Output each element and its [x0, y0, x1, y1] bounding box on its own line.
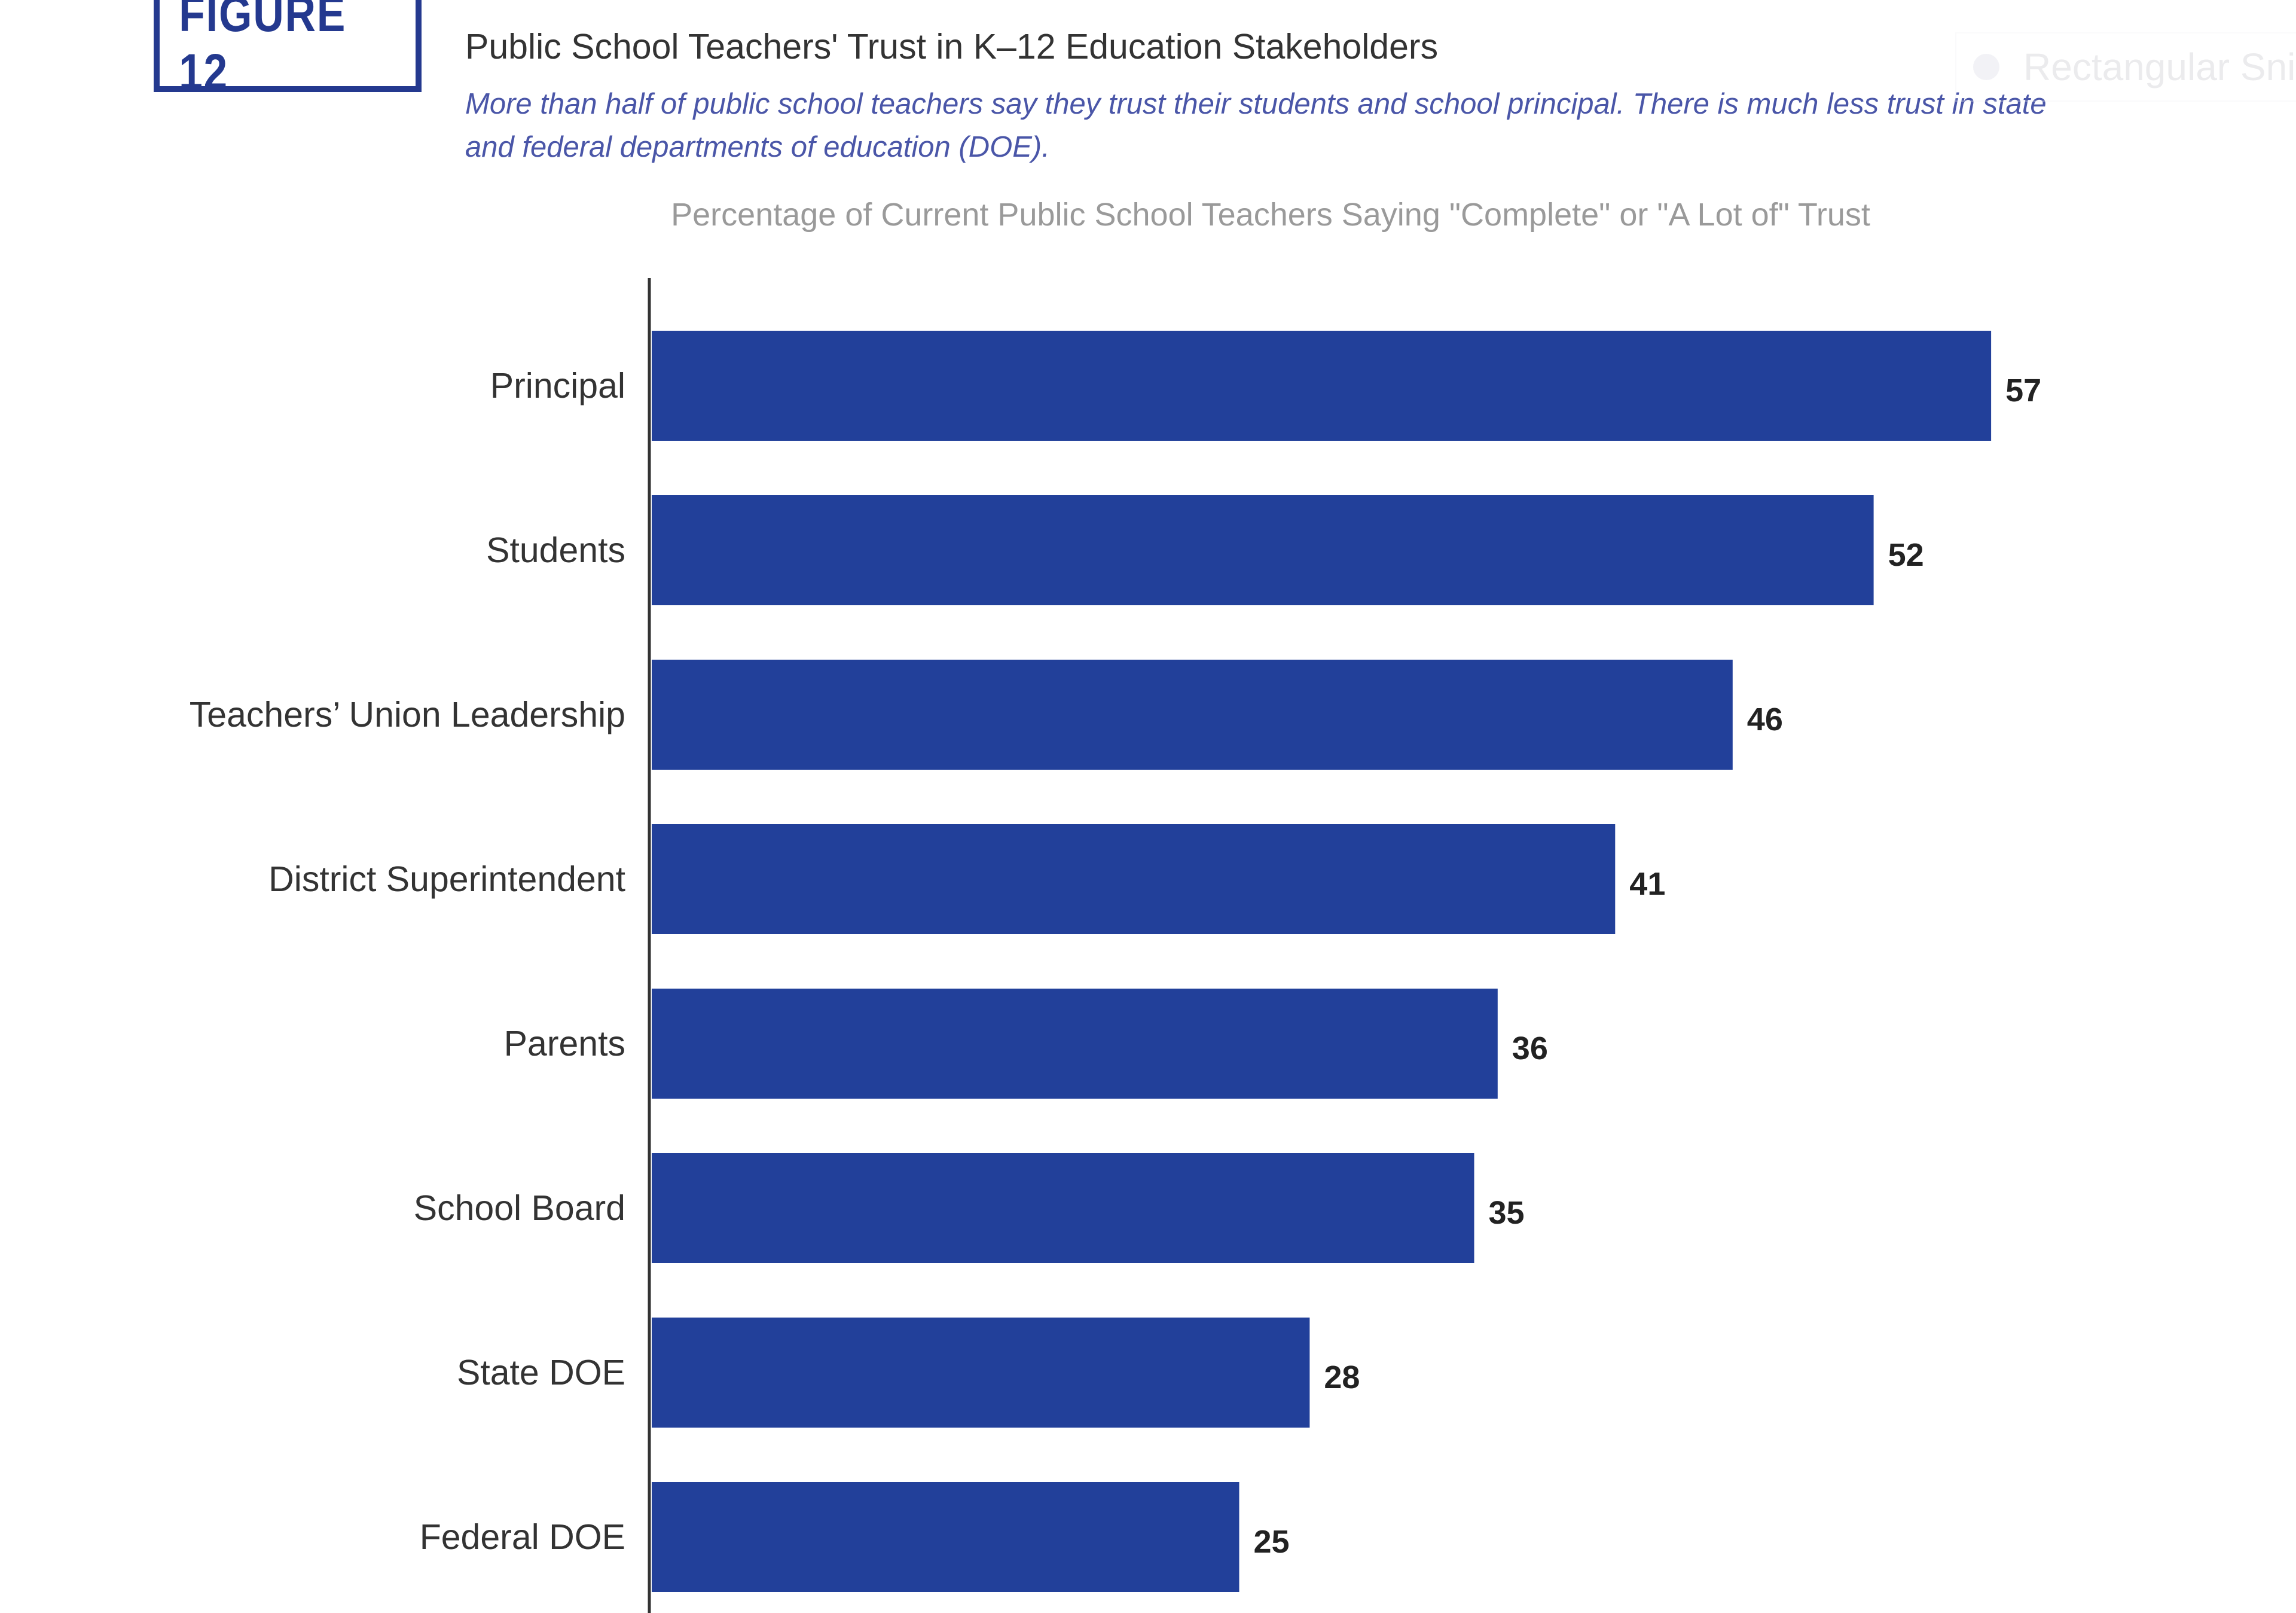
category-label: Principal — [490, 366, 625, 405]
snip-overlay[interactable]: Rectangular Sni — [1955, 32, 2296, 102]
value-label: 46 — [1747, 702, 1783, 737]
bar — [652, 1153, 1474, 1263]
category-label: District Superintendent — [268, 859, 625, 899]
category-label: Parents — [504, 1024, 625, 1063]
category-label: Teachers’ Union Leadership — [190, 695, 625, 734]
chart-subtitle: More than half of public school teachers… — [465, 88, 2047, 163]
bar — [652, 660, 1733, 770]
snip-label: Rectangular Sni — [2023, 45, 2296, 89]
category-label: State DOE — [457, 1353, 625, 1392]
chart-title: Percentage of Current Public School Teac… — [671, 197, 1870, 233]
bar — [652, 1482, 1239, 1592]
category-label: Students — [486, 530, 625, 570]
bar — [652, 824, 1616, 934]
value-label: 25 — [1254, 1524, 1290, 1560]
category-label: School Board — [414, 1188, 625, 1228]
figure-label: FIGURE 12 — [179, 0, 347, 100]
value-label: 36 — [1512, 1030, 1548, 1066]
category-label: Federal DOE — [420, 1517, 625, 1557]
chart-heading: Public School Teachers' Trust in K–12 Ed… — [465, 27, 1439, 66]
value-label: 52 — [1888, 537, 1924, 573]
bar — [652, 1318, 1310, 1428]
bar — [652, 495, 1874, 605]
value-label: 57 — [2005, 373, 2041, 408]
value-label: 28 — [1324, 1359, 1360, 1395]
snip-icon — [1973, 54, 1999, 80]
bar — [652, 331, 1992, 441]
bar — [652, 989, 1498, 1099]
value-label: 35 — [1489, 1195, 1525, 1231]
figure-label-box: FIGURE 12 — [154, 0, 422, 100]
value-label: 41 — [1629, 866, 1665, 902]
